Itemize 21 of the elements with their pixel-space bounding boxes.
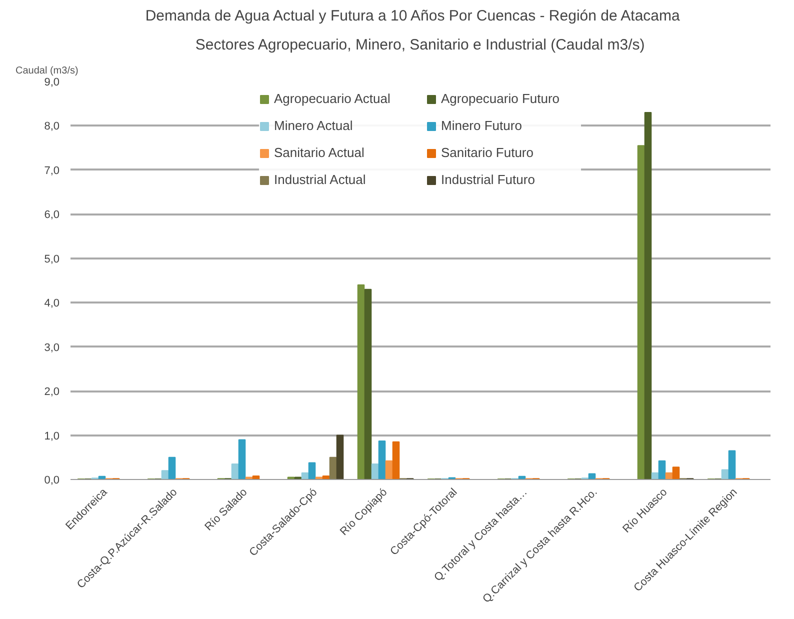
chart-title: Demanda de Agua Actual y Futura a 10 Años Por Cuencas - Región de Atacama	[145, 8, 680, 24]
legend-label: Sanitario Futuro	[441, 145, 534, 160]
y-axis-title: Caudal (m3/s)	[16, 66, 78, 76]
legend-label: Industrial Actual	[274, 172, 367, 187]
legend-label: Agropecuario Futuro	[441, 91, 561, 106]
y-tick-label: 8,0	[44, 120, 60, 133]
y-tick-label: 5,0	[44, 253, 60, 266]
legend-label: Agropecuario Actual	[274, 91, 392, 106]
y-tick-label: 3,0	[44, 342, 60, 354]
y-tick-label: 1,0	[44, 430, 60, 442]
chart-subtitle: Sectores Agropecuario, Minero, Sanitario e Industrial (Caudal m3/s)	[195, 36, 645, 54]
y-tick-label: 9,0	[44, 76, 60, 88]
y-tick-label: 6,0	[44, 209, 60, 222]
legend-label: Sanitario Actual	[274, 145, 366, 160]
legend-label: Minero Actual	[274, 118, 354, 133]
legend-label: Industrial Futuro	[441, 172, 536, 187]
legend-label: Minero Futuro	[441, 118, 523, 133]
y-tick-label: 2,0	[44, 386, 60, 398]
y-tick-label: 4,0	[44, 298, 60, 310]
y-tick-label: 0,0	[44, 474, 60, 486]
y-tick-label: 7,0	[44, 164, 60, 177]
